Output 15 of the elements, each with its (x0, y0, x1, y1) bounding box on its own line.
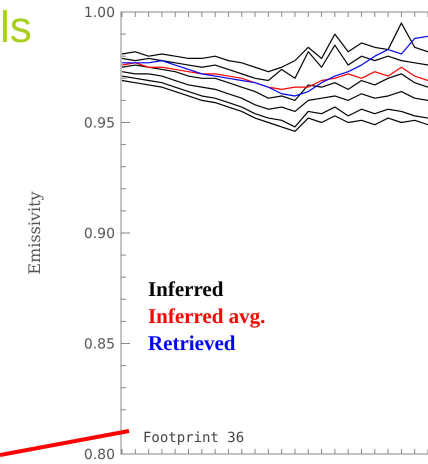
y-axis-title: Emissivity (25, 191, 44, 275)
text: ls (0, 3, 32, 52)
text: Inferred (148, 277, 224, 301)
line-series (121, 62, 428, 90)
y-tick-label: 0.80 (84, 446, 115, 463)
y-tick-label: 1.00 (84, 4, 115, 21)
line-series (121, 71, 428, 112)
y-tick-label: 0.95 (84, 115, 115, 132)
text: Retrieved (148, 331, 236, 355)
y-tick-label: 0.90 (84, 226, 115, 242)
y-tick-label: 0.85 (84, 336, 115, 352)
text: Inferred avg. (148, 304, 266, 328)
annotation: Footprint 36 (143, 430, 244, 446)
line-series (121, 36, 428, 97)
line-series (121, 64, 428, 101)
